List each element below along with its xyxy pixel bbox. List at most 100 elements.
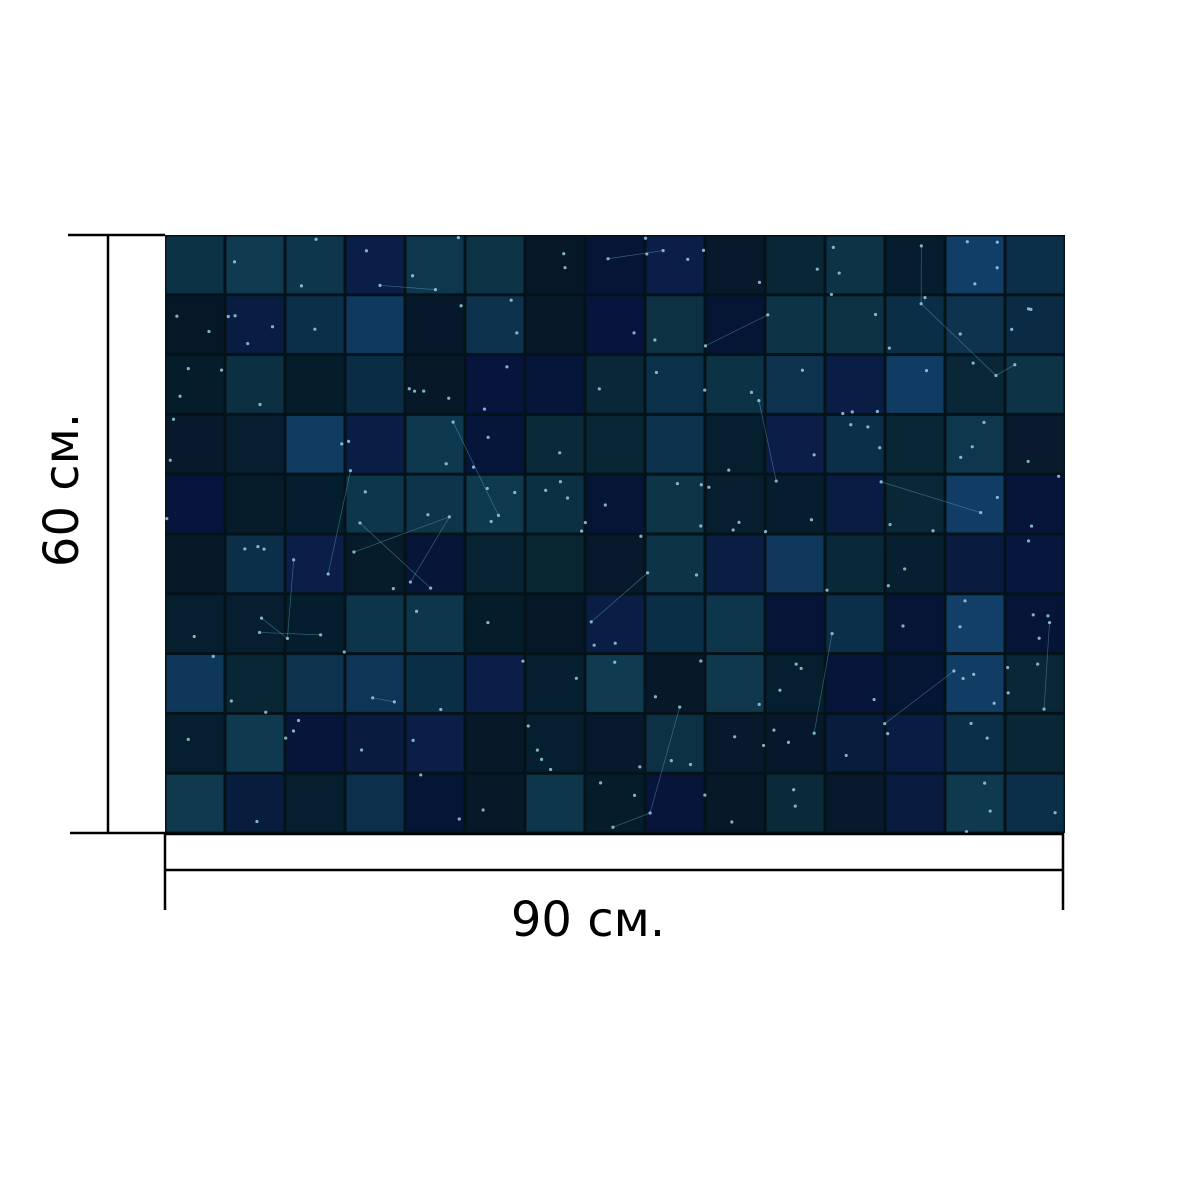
tile [706,535,764,593]
tile [586,655,644,712]
network-node [757,398,761,403]
tile [826,356,884,413]
network-node [414,609,419,613]
tile [346,595,404,653]
network-node [971,361,975,365]
network-node [707,485,711,489]
network-node [919,302,923,306]
network-line [612,812,651,828]
network-node [558,480,563,484]
network-node [243,547,247,551]
network-node [632,793,637,797]
network-node [792,788,796,792]
network-node [412,389,417,393]
network-node [246,341,250,346]
network-node [257,630,262,635]
network-node [562,252,566,256]
tile [826,296,884,354]
network-node [675,481,680,486]
tile [286,296,344,354]
network-node [219,368,224,372]
network-node [485,486,489,491]
tile [886,236,944,294]
network-node [513,490,517,495]
tile [946,296,1004,354]
network-node [574,676,578,680]
network-node [963,599,967,603]
network-node [1013,363,1017,367]
network-line [995,364,1015,376]
tile [1006,595,1064,653]
tile [886,774,944,832]
network-node [471,465,476,469]
network-node [496,513,501,517]
tile [1006,535,1064,593]
network-node [171,417,176,421]
tile [586,774,644,832]
network-line [758,400,777,482]
network-node [964,830,969,834]
tile [766,714,824,772]
network-line [649,706,681,814]
tile [886,475,944,533]
network-node [258,402,262,407]
network-node [737,520,741,524]
network-node [371,696,375,700]
network-node [703,388,707,392]
network-node [1029,307,1033,311]
network-node [886,732,890,736]
tile [646,356,704,413]
network-node [1026,459,1030,464]
tile [586,236,644,294]
tile [226,236,284,294]
network-node [1046,614,1050,618]
tile [1006,774,1064,832]
tile [766,296,824,354]
network-node [995,266,999,270]
network-node [563,266,567,270]
tile [406,655,464,712]
tile [226,296,284,354]
network-node [348,469,353,473]
network-node [583,521,587,525]
network-node [903,567,907,571]
network-node [482,407,487,411]
network-node [165,516,169,521]
network-node [694,573,699,577]
network-node [778,688,782,692]
tile [706,774,764,832]
network-node [774,479,778,483]
network-line [607,250,664,260]
tile [826,714,884,772]
tile [346,415,404,473]
network-node [544,488,548,492]
network-node [688,762,693,767]
network-node [653,338,657,342]
network-node [611,825,615,829]
network-node [592,643,596,647]
network-node [326,572,330,576]
network-node [985,736,989,740]
network-node [831,245,835,249]
network-node [456,235,460,240]
tile [886,296,944,354]
tile [466,475,524,533]
network-node [886,584,890,588]
network-node [648,811,652,815]
network-node [793,804,797,808]
network-node [841,411,845,416]
network-node [378,283,382,287]
height-label: 60 см. [34,413,90,567]
network-node [699,483,703,487]
network-node [521,659,525,663]
network-line [261,617,288,639]
network-node [539,757,544,761]
tile [826,236,884,294]
network-line [359,522,431,589]
network-line [884,670,955,724]
tile [286,535,344,593]
network-node [931,529,935,533]
tile [166,655,224,712]
tile [526,236,584,294]
